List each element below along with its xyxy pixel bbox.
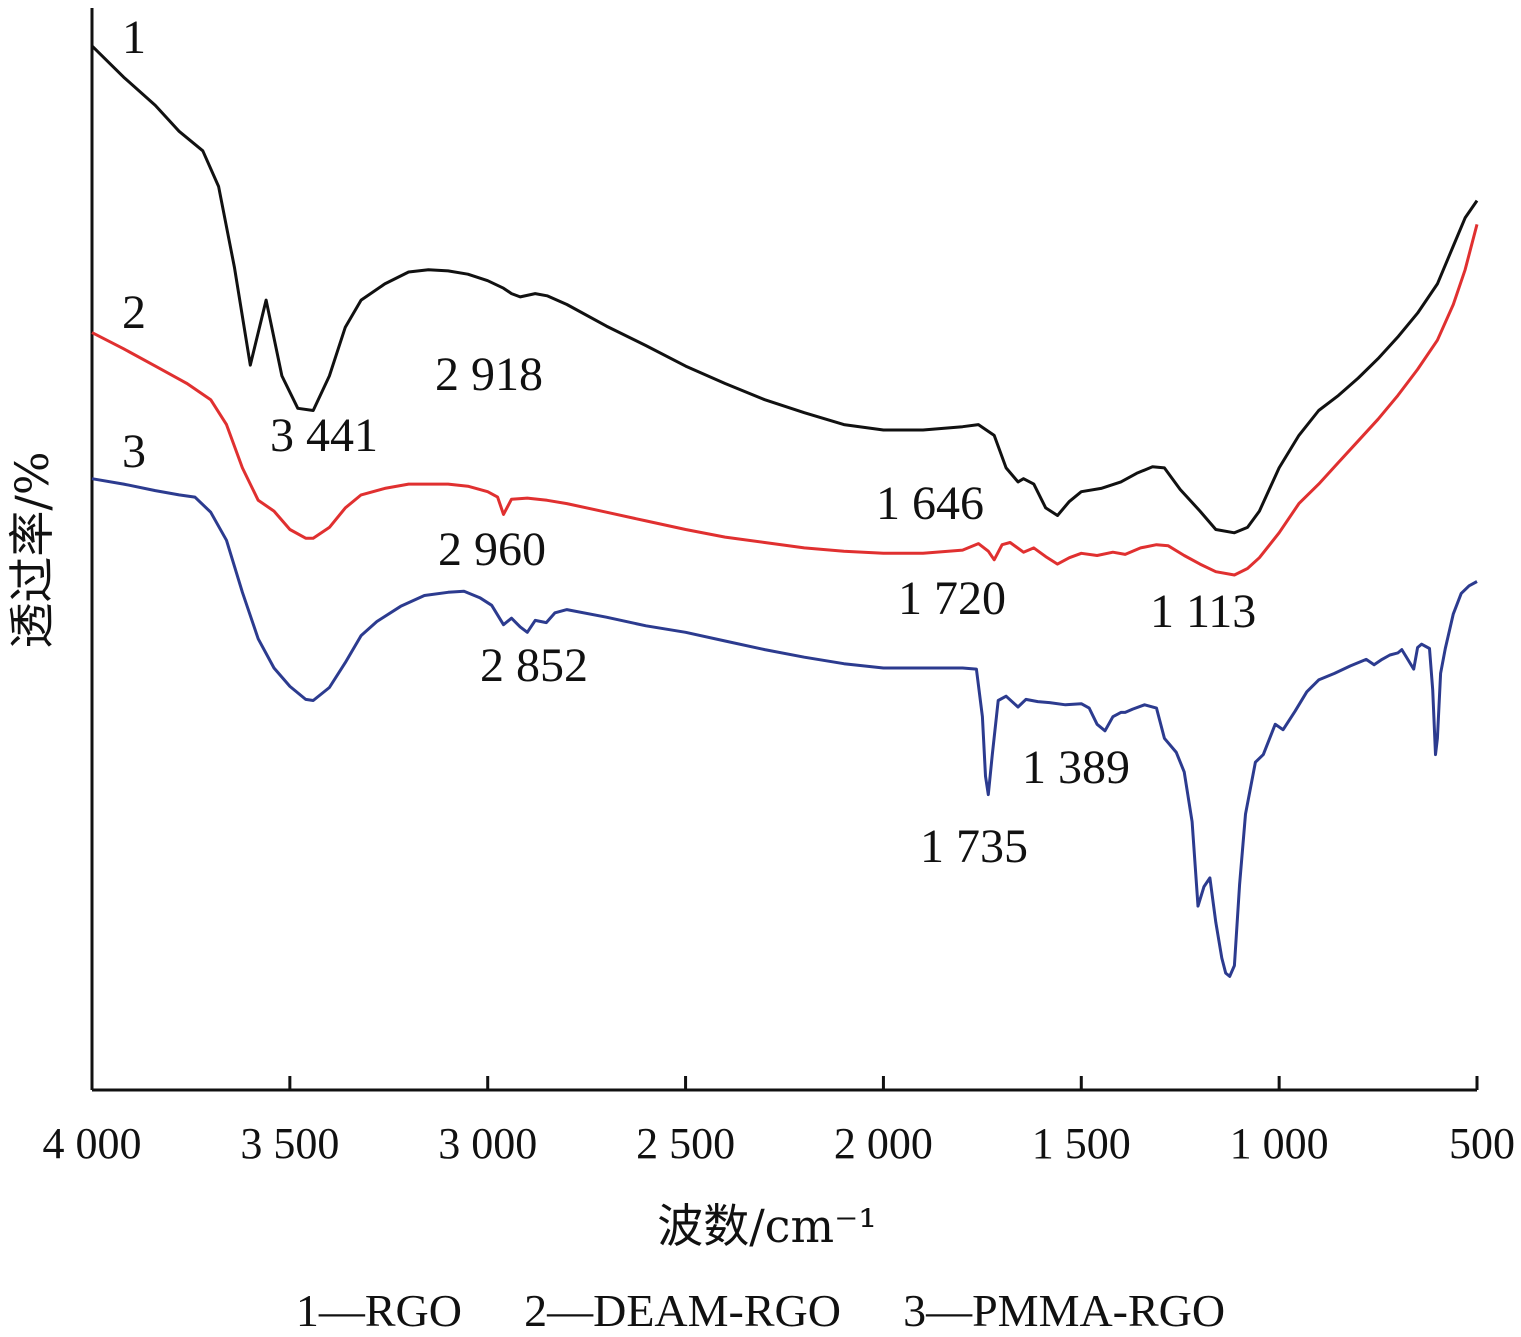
x-tick-label-1000: 1 000 <box>1230 1119 1329 1168</box>
peak-label-1113: 1 113 <box>1150 585 1256 638</box>
peak-label-1735: 1 735 <box>920 820 1028 873</box>
spectrum-line-3 <box>91 477 1478 978</box>
curve-label-1: 1 <box>122 11 146 64</box>
spectrum-line-2 <box>91 224 1479 577</box>
y-axis-title: 透过率/% <box>5 451 59 648</box>
legend-item-pmma-rgo: 3—PMMA-RGO <box>903 1285 1226 1336</box>
x-tick-label-3000: 3 000 <box>438 1119 537 1168</box>
x-axis-title: 波数/cm⁻¹ <box>657 1199 877 1253</box>
x-tick-label-3500: 3 500 <box>240 1119 339 1168</box>
x-tick-label-4000: 4 000 <box>43 1119 142 1168</box>
x-tick-label-500: 500 <box>1449 1119 1515 1168</box>
peak-label-3441: 3 441 <box>270 409 378 462</box>
x-tick-label-2500: 2 500 <box>636 1119 735 1168</box>
spectrum-line-1 <box>90 44 1479 535</box>
curve-label-2: 2 <box>122 286 146 339</box>
peak-label-2918: 2 918 <box>435 348 543 401</box>
peak-label-2852: 2 852 <box>480 639 588 692</box>
peak-label-2960: 2 960 <box>438 523 546 576</box>
x-axis-tick-labels: 4 000 3 500 3 000 2 500 2 000 1 500 1 000 500 <box>43 1119 1516 1168</box>
legend-item-deam-rgo: 2—DEAM-RGO <box>524 1285 841 1336</box>
x-tick-label-1500: 1 500 <box>1032 1119 1131 1168</box>
legend-item-rgo: 1—RGO <box>295 1285 462 1336</box>
x-tick-label-2000: 2 000 <box>834 1119 933 1168</box>
peak-label-1389: 1 389 <box>1022 741 1130 794</box>
curve-label-3: 3 <box>122 425 146 478</box>
legend: 1—RGO 2—DEAM-RGO 3—PMMA-RGO <box>0 1284 1521 1337</box>
ftir-chart: 4 000 3 500 3 000 2 500 2 000 1 500 1 000 500 1… <box>5 8 1516 1253</box>
peak-label-1646: 1 646 <box>876 477 984 530</box>
peak-label-1720: 1 720 <box>898 572 1006 625</box>
x-axis-ticks <box>90 1076 1479 1090</box>
spectra-curves <box>90 44 1479 978</box>
